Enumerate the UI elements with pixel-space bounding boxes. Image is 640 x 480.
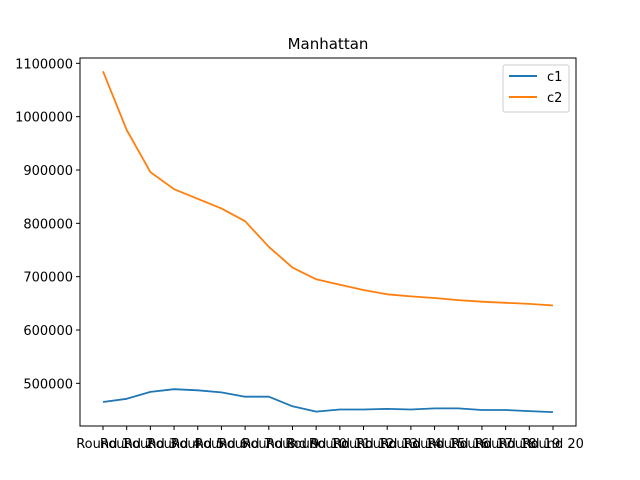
y-tick-label: 1000000 — [15, 111, 73, 126]
x-tick-label: Round 17 — [451, 437, 513, 452]
legend-label-c1: c1 — [547, 70, 562, 85]
x-tick-label: Round 15 — [404, 437, 466, 452]
plot-frame — [79, 57, 577, 427]
series-line-c1 — [102, 388, 554, 413]
x-tick-label: Round 2 — [100, 437, 154, 452]
series-line-c2 — [102, 70, 554, 307]
x-tick-label: Round 16 — [427, 437, 489, 452]
y-tick-label: 700000 — [23, 271, 73, 286]
y-tick-label: 1100000 — [15, 57, 73, 72]
x-tick-label: Round 19 — [498, 437, 560, 452]
y-axis: 500000 600000 700000 800000 900000 1000000 110… — [15, 57, 80, 392]
series-lines — [102, 70, 554, 413]
y-tick-label: 600000 — [23, 324, 73, 339]
x-tick-label: Round 3 — [124, 437, 178, 452]
x-tick-label: Round 5 — [171, 437, 225, 452]
x-tick-label: Round 6 — [195, 437, 249, 452]
x-tick-label: Round 14 — [380, 437, 442, 452]
x-tick-label: Round 11 — [309, 437, 371, 452]
x-tick-label: Round 18 — [475, 437, 537, 452]
chart-title: Manhattan — [288, 35, 369, 53]
x-tick-label: Round 12 — [333, 437, 395, 452]
y-tick-label: 900000 — [23, 164, 73, 179]
x-tick-label: Round 13 — [356, 437, 418, 452]
x-tick-label: Round 10 — [285, 437, 347, 452]
x-tick-label: Round 7 — [218, 437, 272, 452]
x-tick-label: Round 9 — [266, 437, 320, 452]
x-tick-label: Round 20 — [522, 437, 584, 452]
y-tick-label: 800000 — [23, 217, 73, 232]
legend: c1 c2 — [502, 64, 570, 113]
y-tick-label: 500000 — [23, 377, 73, 392]
x-tick-label: Round 1 — [76, 437, 130, 452]
x-tick-label: Round 8 — [242, 437, 296, 452]
x-tick-label: Round 4 — [147, 437, 201, 452]
legend-label-c2: c2 — [547, 91, 562, 106]
